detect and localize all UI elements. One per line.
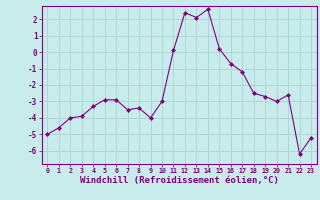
X-axis label: Windchill (Refroidissement éolien,°C): Windchill (Refroidissement éolien,°C) <box>80 176 279 185</box>
